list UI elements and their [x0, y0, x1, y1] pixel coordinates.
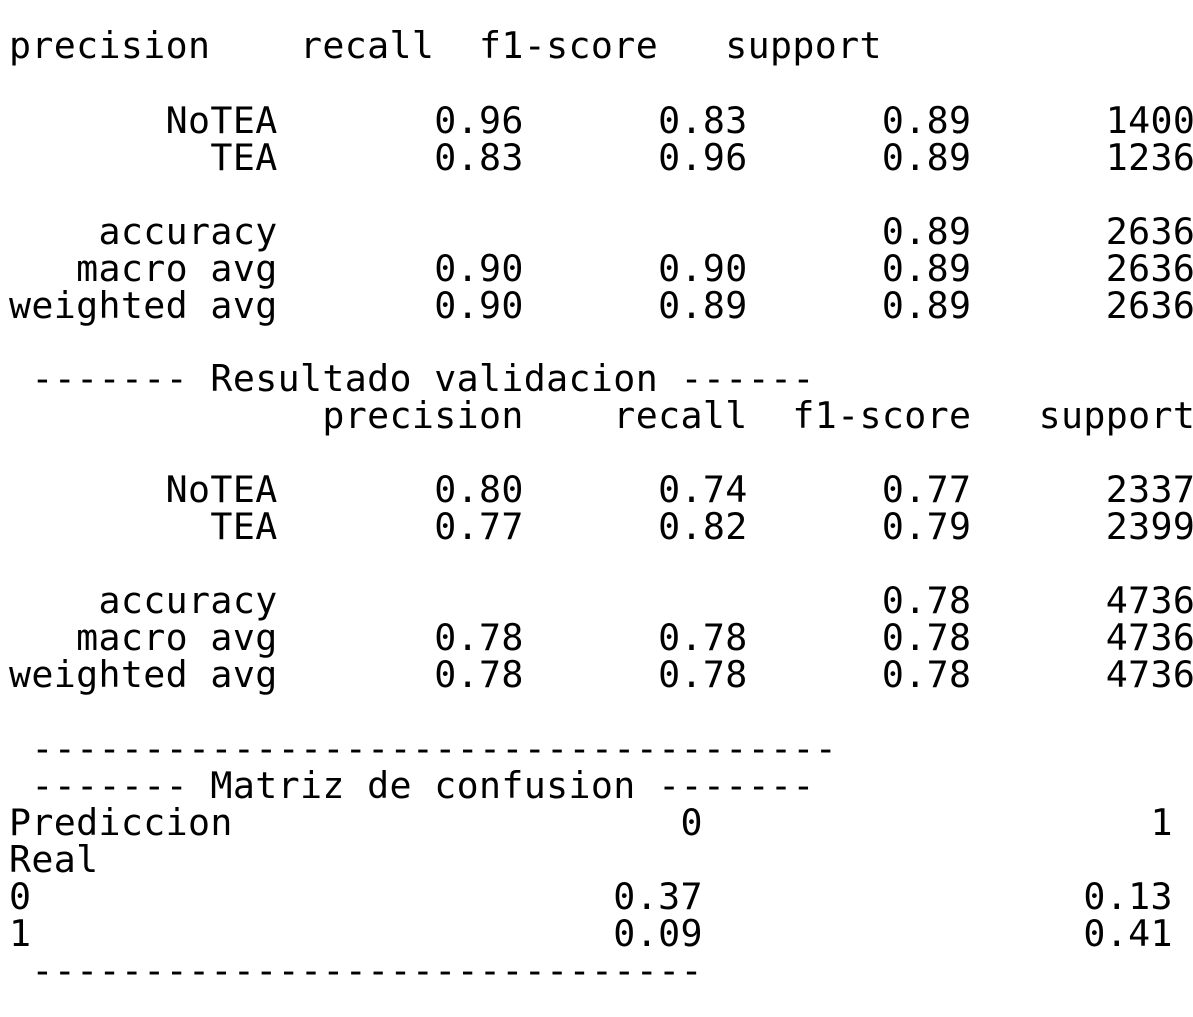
validation-report-row-notea: NoTEA 0.80 0.74 0.77 2337 [9, 468, 1193, 511]
confusion-separator-bottom: ------------------------------ [9, 949, 703, 992]
validation-report-title: ------- Resultado validacion ------ [9, 357, 815, 400]
confusion-matrix-row-0: 0 0.37 0.13 [9, 875, 1173, 918]
validation-report-row-accuracy: accuracy 0.78 4736 [9, 579, 1193, 622]
train-report-row-weighted-avg: weighted avg 0.90 0.89 0.89 2636 [9, 284, 1193, 327]
confusion-matrix-title: ------- Matriz de confusion ------- [9, 764, 815, 807]
confusion-matrix-row-1: 1 0.09 0.41 [9, 912, 1173, 955]
train-report-row-accuracy: accuracy 0.89 2636 [9, 210, 1193, 253]
train-report-row-tea: TEA 0.83 0.96 0.89 1236 [9, 136, 1193, 179]
train-report-row-macro-avg: macro avg 0.90 0.90 0.89 2636 [9, 247, 1193, 290]
validation-report-row-macro-avg: macro avg 0.78 0.78 0.78 4736 [9, 616, 1193, 659]
train-report-row-notea: NoTEA 0.96 0.83 0.89 1400 [9, 99, 1193, 142]
train-report-header: precision recall f1-score support [9, 24, 882, 67]
validation-report-row-tea: TEA 0.77 0.82 0.79 2399 [9, 505, 1193, 548]
validation-report-header: precision recall f1-score support [9, 394, 1193, 437]
confusion-matrix-index-label: Real [9, 838, 99, 881]
confusion-matrix-header: Prediccion 0 1 [9, 801, 1173, 844]
confusion-separator-top: ------------------------------------ [9, 727, 838, 770]
validation-report-row-weighted-avg: weighted avg 0.78 0.78 0.78 4736 [9, 653, 1193, 696]
